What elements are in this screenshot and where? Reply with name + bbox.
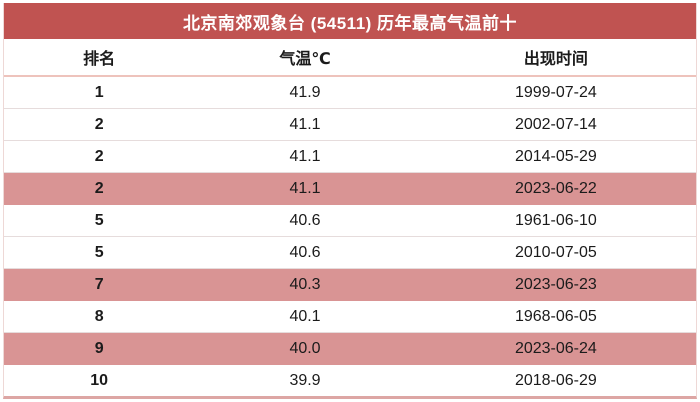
date-cell: 2023-06-23 [514, 275, 597, 293]
temp-cell: 40.6 [289, 243, 321, 261]
date-cell: 2023-06-22 [514, 179, 597, 197]
date-cell: 2010-07-05 [514, 243, 597, 261]
temp-cell: 41.9 [289, 83, 321, 101]
date-cell: 2014-05-29 [514, 147, 597, 165]
table-row: 2 41.1 2002-07-14 [4, 109, 696, 141]
table-body: 1 41.9 1999-07-24 2 41.1 2002-07-14 2 41… [4, 77, 696, 396]
temp-cell: 40.1 [289, 307, 321, 325]
table-title: 北京南郊观象台 (54511) 历年最高气温前十 [182, 13, 518, 33]
table-row: 7 40.3 2023-06-23 [4, 269, 696, 301]
temp-cell: 40.6 [289, 211, 321, 229]
date-cell: 2018-06-29 [514, 371, 597, 389]
table-row: 5 40.6 2010-07-05 [4, 237, 696, 269]
table-row: 1 41.9 1999-07-24 [4, 77, 696, 109]
table-row: 2 41.1 2014-05-29 [4, 141, 696, 173]
rank-cell: 8 [94, 307, 104, 325]
date-cell: 2023-06-24 [514, 339, 597, 357]
column-header-rank: 排名 [83, 51, 116, 68]
date-cell: 1961-06-10 [514, 211, 597, 229]
table-row: 8 40.1 1968-06-05 [4, 301, 696, 333]
temp-cell: 41.1 [289, 147, 321, 165]
table-row: 2 41.1 2023-06-22 [4, 173, 696, 205]
temp-cell: 41.1 [289, 179, 321, 197]
temp-cell: 40.0 [289, 339, 321, 357]
rank-cell: 7 [94, 275, 104, 293]
rank-cell: 5 [94, 243, 104, 261]
rank-cell: 5 [94, 211, 104, 229]
table-row: 9 40.0 2023-06-24 [4, 333, 696, 365]
date-cell: 2002-07-14 [514, 115, 597, 133]
temp-cell: 40.3 [289, 275, 321, 293]
column-header-row: 排名 气温℃ 出现时间 [4, 39, 696, 77]
table-row: 10 39.9 2018-06-29 [4, 365, 696, 396]
date-cell: 1968-06-05 [514, 307, 597, 325]
rank-cell: 2 [94, 179, 104, 197]
temperature-ranking-table: 北京南郊观象台 (54511) 历年最高气温前十 排名 气温℃ 出现时间 1 4… [3, 3, 697, 399]
rank-cell: 2 [94, 147, 104, 165]
rank-cell: 9 [94, 339, 104, 357]
table-row: 5 40.6 1961-06-10 [4, 205, 696, 237]
rank-cell: 2 [94, 115, 104, 133]
temp-cell: 41.1 [289, 115, 321, 133]
rank-cell: 1 [94, 83, 104, 101]
temp-cell: 39.9 [289, 371, 321, 389]
rank-cell: 10 [90, 371, 109, 389]
column-header-temp: 气温℃ [279, 51, 331, 68]
table-title-band: 北京南郊观象台 (54511) 历年最高气温前十 [4, 3, 696, 39]
column-header-date: 出现时间 [523, 51, 588, 68]
date-cell: 1999-07-24 [514, 83, 597, 101]
